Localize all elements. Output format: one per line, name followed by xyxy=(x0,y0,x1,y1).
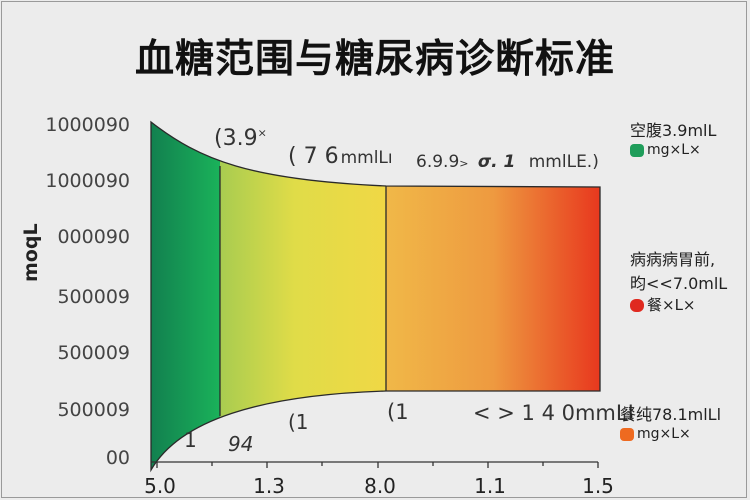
legend-swatch-green xyxy=(630,143,644,157)
legend-item-3: mg×L× xyxy=(620,426,691,442)
legend-item-3-label: 餐纯78.1mlLl xyxy=(620,405,722,424)
y-tick-label: 500009 xyxy=(57,342,130,364)
annotation-bottom-4: (1 xyxy=(387,400,409,424)
x-tick-label: 8.0 xyxy=(364,474,396,498)
chart-title: 血糖范围与糖尿病诊断标准 xyxy=(134,37,615,82)
x-tick-label: 1.3 xyxy=(253,474,285,498)
annotation-sup: > xyxy=(459,157,469,170)
x-tick-label: 1.1 xyxy=(474,474,506,498)
annotation-high: 6.9.9> σ. 1 mmlLE.) xyxy=(416,152,599,172)
annotation-mid: ( 7 6 mmlLı xyxy=(288,144,393,169)
annotation-bottom-2: 94 xyxy=(228,432,254,456)
annotation-text: (3.9 xyxy=(214,126,258,151)
annotation-sup: × xyxy=(257,126,267,140)
annotation-bottom-5: < > 1 4 0mmLI xyxy=(473,401,634,425)
annotation-unit: mmlLı xyxy=(340,148,393,168)
annotation-bottom-1: 1 xyxy=(184,428,197,452)
x-tick-label: 1.5 xyxy=(582,474,614,498)
legend-swatch-red xyxy=(630,299,644,312)
legend-item-2-label-2: 昀<<7.0mlL xyxy=(630,274,728,293)
legend-item-1-unit: mg×L× xyxy=(647,142,701,158)
legend-item-3-unit: mg×L× xyxy=(637,426,691,442)
y-tick-label: 1000090 xyxy=(45,114,130,136)
annotation-text: 6.9.9 xyxy=(416,152,460,172)
y-tick-label: 000090 xyxy=(57,226,130,248)
annotation-text: σ. 1 xyxy=(477,152,516,172)
annotation-text: ( 7 6 xyxy=(288,144,339,169)
legend-item-2: 餐×L× xyxy=(630,294,696,315)
y-tick-label: 500009 xyxy=(57,286,130,308)
legend-item-2-unit: 餐×L× xyxy=(647,296,696,314)
y-tick-label: 00 xyxy=(105,447,130,469)
legend-swatch-orange xyxy=(620,427,634,441)
legend-item-1: mg×L× xyxy=(630,142,701,158)
y-tick-label: 500009 xyxy=(57,399,130,421)
x-tick-label: 5.0 xyxy=(144,474,176,498)
annotation-bottom-3: (1 xyxy=(288,410,309,434)
annotation-fasting-low: (3.9× xyxy=(214,126,267,151)
y-tick-label: 1000090 xyxy=(45,170,130,192)
annotation-unit: mmlLE.) xyxy=(528,152,599,172)
legend-item-1-label: 空腹3.9mlL xyxy=(630,121,717,140)
legend-item-2-label: 病病病胃前, xyxy=(630,250,716,269)
